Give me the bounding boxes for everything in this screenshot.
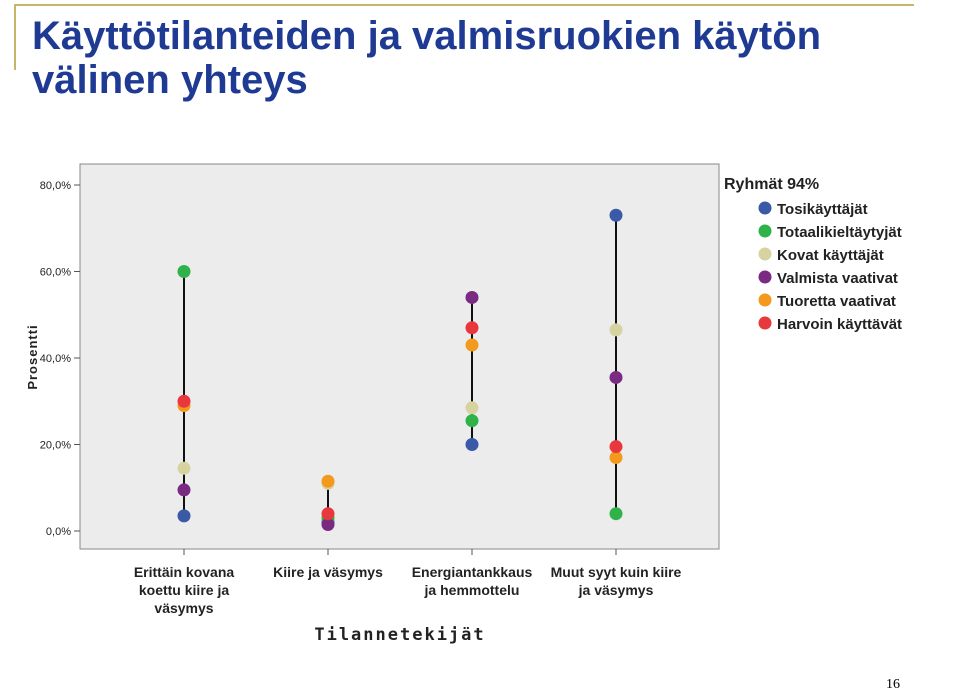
x-tick-label: koettu kiire ja [139, 582, 229, 598]
legend-marker [758, 247, 772, 261]
x-tick-label: ja väsymys [578, 582, 654, 598]
data-point [177, 509, 191, 523]
data-point [609, 370, 623, 384]
legend-title: Ryhmät 94% [724, 176, 819, 193]
page-number: 16 [886, 677, 900, 692]
data-point [609, 323, 623, 337]
legend-entry-label: Kovat käyttäjät [777, 247, 884, 264]
data-point [321, 507, 335, 521]
legend-entry-label: Valmista vaativat [777, 270, 898, 287]
legend-entry-label: Tuoretta vaativat [777, 293, 896, 310]
chart-background [79, 163, 720, 550]
x-tick-label: väsymys [154, 600, 213, 616]
data-point [465, 401, 479, 415]
data-point [465, 338, 479, 352]
legend-entry-label: Tosikäyttäjät [777, 201, 868, 218]
x-tick-label: Muut syyt kuin kiire [551, 564, 682, 580]
legend-marker [758, 293, 772, 307]
data-point [609, 507, 623, 521]
point-layer [177, 208, 623, 532]
legend-entry-label: Harvoin käyttävät [777, 316, 902, 333]
y-tick-label: 60,0% [40, 267, 71, 279]
legend-marker [758, 224, 772, 238]
axis-layer: 0,0% 20,0% 40,0% 60,0% 80,0% Erittäin kovana k… [40, 180, 682, 616]
data-point [177, 483, 191, 497]
legend-marker [758, 270, 772, 284]
data-point [465, 438, 479, 451]
legend-entry-label: Totaalikieltäytyjät [777, 224, 902, 241]
x-tick-label: Energiantankkaus [412, 564, 533, 580]
legend: Ryhmät 94% Tosikäyttäjät Totaalikieltäyty… [724, 176, 902, 333]
data-point [321, 518, 335, 532]
slide-title: Käyttötilanteiden ja valmisruokien käytö… [32, 14, 932, 102]
x-axis-label: Tilannetekijät [314, 625, 485, 645]
data-point [465, 321, 479, 335]
data-point [609, 440, 623, 454]
data-point [177, 394, 191, 408]
y-tick-label: 80,0% [40, 180, 71, 192]
legend-marker [758, 316, 772, 330]
decorative-left-line [14, 4, 16, 70]
y-axis-label: Prosentti [25, 324, 40, 389]
x-tick-label: Erittäin kovana [134, 564, 235, 580]
y-tick-label: 0,0% [46, 526, 71, 538]
legend-marker [758, 201, 772, 215]
slide-title-line-2: välinen yhteys [32, 58, 308, 102]
x-tick-label: ja hemmottelu [424, 582, 520, 598]
data-point [321, 474, 335, 488]
y-tick-label: 40,0% [40, 353, 71, 365]
data-point [177, 461, 191, 475]
data-point [465, 290, 479, 304]
data-point [609, 450, 623, 464]
x-tick-label: Kiire ja väsymys [273, 564, 383, 580]
decorative-top-line [14, 4, 914, 6]
data-point [609, 208, 623, 222]
data-point [177, 265, 191, 278]
data-point [465, 414, 479, 428]
slide-title-line-1: Käyttötilanteiden ja valmisruokien käytö… [32, 14, 822, 58]
y-tick-label: 20,0% [40, 440, 71, 452]
